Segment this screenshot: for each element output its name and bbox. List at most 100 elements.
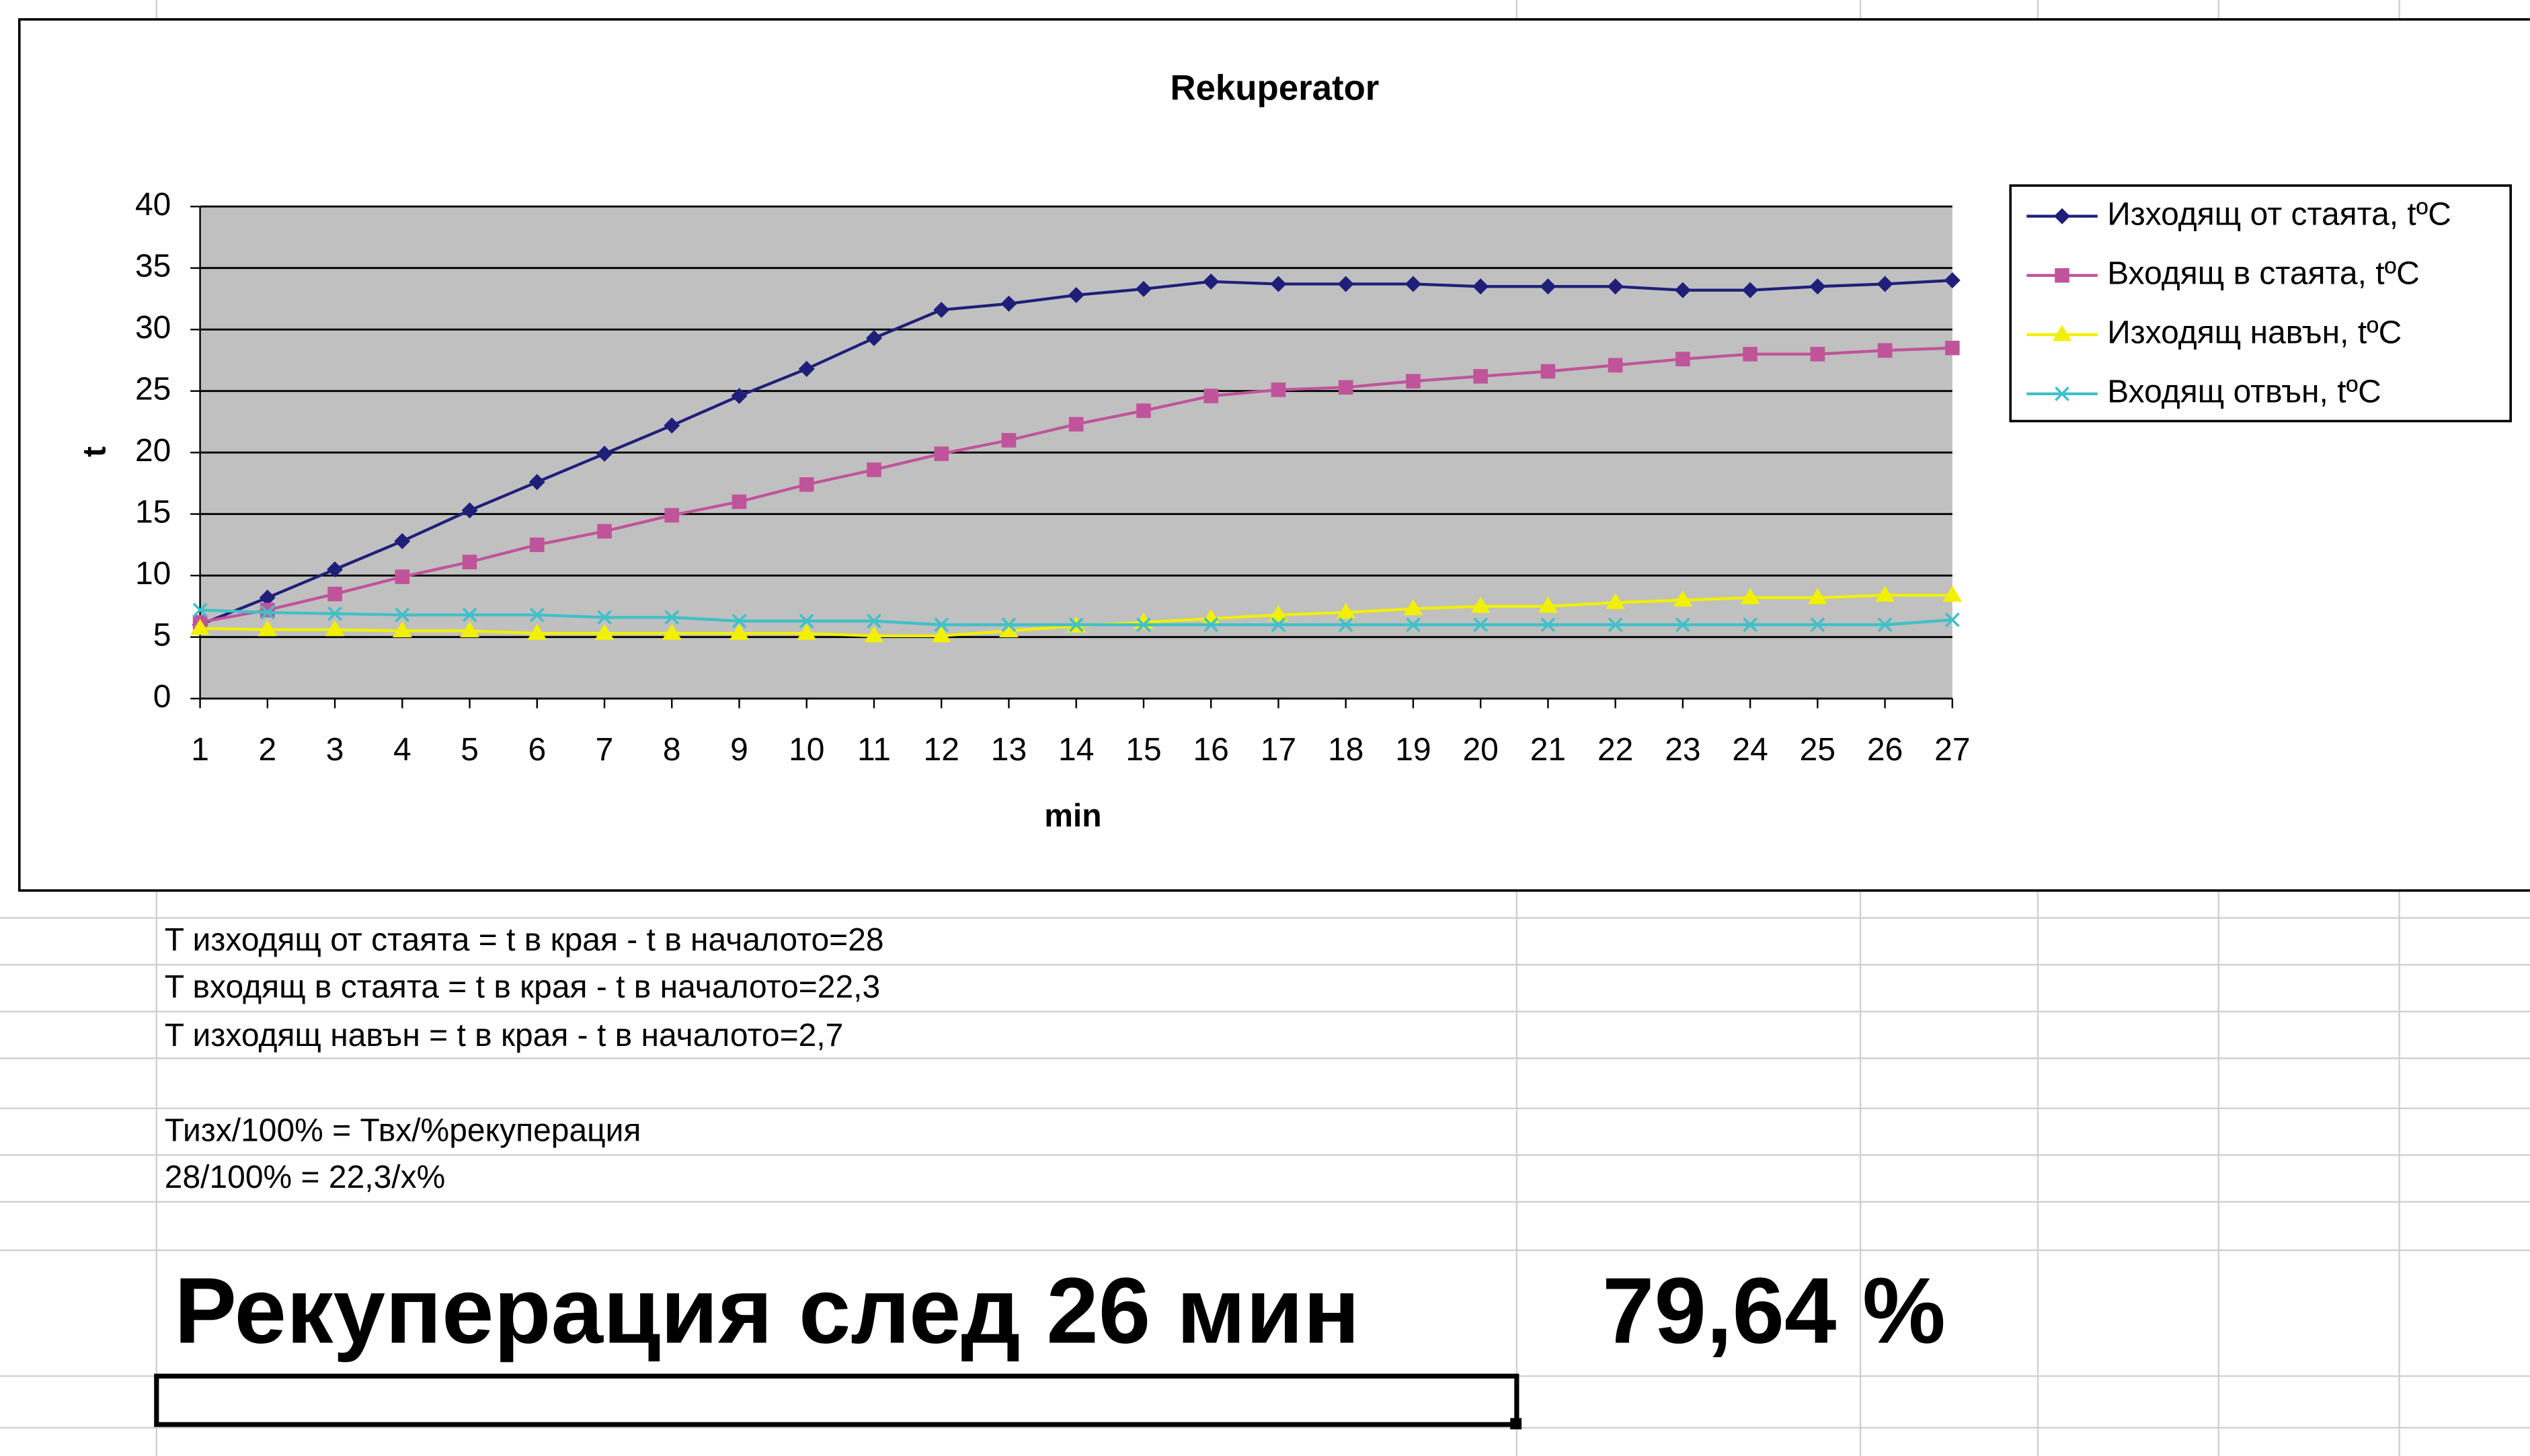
x-tick-label: 11 (857, 732, 891, 768)
marker (1540, 617, 1556, 633)
marker (1338, 380, 1353, 395)
legend-label: Изходящ навън, tºC (2107, 315, 2402, 350)
marker (260, 602, 275, 618)
marker (1675, 617, 1690, 633)
marker (933, 301, 950, 318)
x-axis-label: min (1044, 798, 1101, 834)
marker (664, 508, 680, 523)
marker (867, 614, 881, 629)
fill-handle[interactable] (1510, 1418, 1522, 1430)
marker (799, 477, 814, 492)
x-tick-label: 17 (1261, 732, 1296, 768)
marker (327, 586, 342, 602)
marker (1271, 382, 1286, 397)
marker (1540, 364, 1556, 379)
marker (1944, 612, 1960, 627)
marker (1540, 278, 1556, 295)
marker (1877, 343, 1893, 358)
x-tick-label: 16 (1193, 732, 1229, 768)
x-tick-label: 22 (1597, 732, 1633, 768)
marker (798, 360, 815, 377)
marker (1473, 368, 1488, 384)
marker (392, 621, 412, 638)
legend-label: Входящ в стаята, tºC (2107, 255, 2420, 291)
marker (1673, 590, 1693, 607)
marker (1270, 276, 1287, 292)
marker (1606, 593, 1626, 610)
marker (934, 617, 949, 633)
x-tick-label: 25 (1800, 732, 1835, 768)
marker (1001, 617, 1017, 633)
marker (729, 623, 749, 640)
marker (2054, 208, 2071, 225)
marker (594, 623, 615, 640)
y-tick-label: 15 (135, 494, 171, 530)
selected-cell[interactable] (154, 1373, 1519, 1427)
marker (258, 620, 278, 637)
marker (1203, 389, 1218, 403)
marker (664, 417, 680, 434)
y-tick-label: 25 (135, 371, 171, 407)
x-tick-label: 4 (393, 732, 411, 768)
marker (527, 623, 547, 640)
marker (1809, 278, 1826, 295)
marker (1607, 278, 1624, 295)
x-tick-label: 12 (924, 732, 959, 768)
x-tick-label: 1 (191, 732, 209, 768)
marker (1608, 358, 1623, 373)
marker (462, 555, 477, 569)
marker (664, 610, 680, 625)
marker (1810, 617, 1825, 633)
marker (864, 626, 884, 643)
marker (799, 614, 814, 629)
marker (192, 602, 208, 618)
y-axis-label: t (77, 446, 113, 457)
marker (867, 462, 881, 477)
marker (931, 626, 951, 643)
y-tick-label: 40 (135, 187, 171, 223)
marker (1068, 617, 1084, 633)
marker (1810, 347, 1825, 362)
x-tick-label: 27 (1934, 732, 1970, 768)
x-tick-label: 5 (461, 732, 479, 768)
chart-title: Rekuperator (1170, 68, 1379, 108)
marker (1136, 617, 1151, 633)
x-tick-label: 8 (663, 732, 681, 768)
marker (797, 623, 817, 640)
marker (1470, 596, 1491, 613)
marker (528, 474, 545, 491)
x-tick-label: 26 (1867, 732, 1903, 768)
marker (1135, 280, 1152, 297)
marker (529, 537, 545, 553)
marker (865, 330, 882, 347)
marker (1136, 403, 1151, 418)
marker (1807, 588, 1827, 604)
x-tick-label: 6 (528, 732, 546, 768)
marker (1473, 617, 1489, 633)
marker (461, 502, 478, 519)
marker (1472, 278, 1489, 295)
marker (1001, 433, 1017, 448)
marker (732, 494, 747, 510)
marker (325, 620, 345, 637)
x-tick-label: 7 (596, 732, 614, 768)
marker (1876, 276, 1893, 292)
marker (2052, 325, 2072, 341)
legend-box (2009, 184, 2513, 423)
result-value: 79,64 % (1602, 1259, 1946, 1363)
marker (1743, 347, 1757, 362)
x-tick-label: 15 (1125, 732, 1161, 768)
marker (260, 605, 275, 620)
marker (1336, 602, 1356, 619)
result-label: Рекуперация след 26 мин (174, 1259, 1359, 1363)
marker (395, 569, 410, 584)
note: 28/100% = 22,3/x% (165, 1160, 446, 1195)
marker (732, 614, 747, 629)
marker (1068, 417, 1084, 432)
marker (2055, 386, 2069, 401)
marker (1405, 276, 1421, 292)
x-tick-label: 2 (258, 732, 276, 768)
marker (395, 607, 410, 622)
